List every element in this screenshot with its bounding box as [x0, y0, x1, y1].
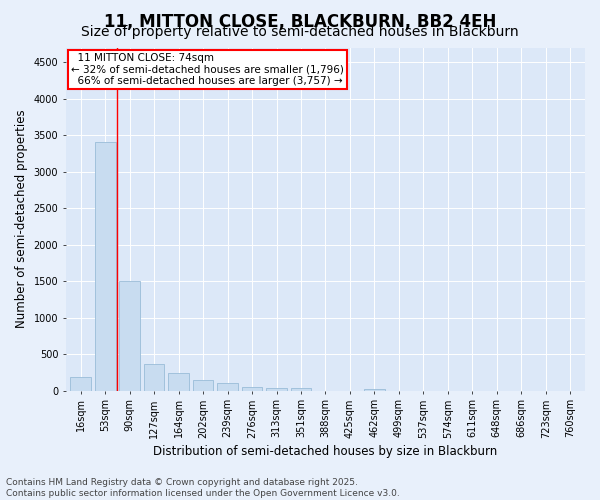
Text: Size of property relative to semi-detached houses in Blackburn: Size of property relative to semi-detach…	[81, 25, 519, 39]
Y-axis label: Number of semi-detached properties: Number of semi-detached properties	[15, 110, 28, 328]
Text: 11 MITTON CLOSE: 74sqm  
← 32% of semi-detached houses are smaller (1,796)
  66%: 11 MITTON CLOSE: 74sqm ← 32% of semi-det…	[71, 52, 344, 86]
Bar	[193, 380, 214, 390]
Bar	[119, 281, 140, 390]
Bar	[266, 388, 287, 390]
Bar	[290, 388, 311, 390]
Text: 11, MITTON CLOSE, BLACKBURN, BB2 4EH: 11, MITTON CLOSE, BLACKBURN, BB2 4EH	[104, 12, 496, 30]
Bar	[95, 142, 116, 390]
Bar	[143, 364, 164, 390]
Bar	[70, 376, 91, 390]
Bar	[364, 389, 385, 390]
Bar	[242, 387, 262, 390]
Text: Contains HM Land Registry data © Crown copyright and database right 2025.
Contai: Contains HM Land Registry data © Crown c…	[6, 478, 400, 498]
Bar	[217, 382, 238, 390]
X-axis label: Distribution of semi-detached houses by size in Blackburn: Distribution of semi-detached houses by …	[154, 444, 497, 458]
Bar	[168, 373, 189, 390]
